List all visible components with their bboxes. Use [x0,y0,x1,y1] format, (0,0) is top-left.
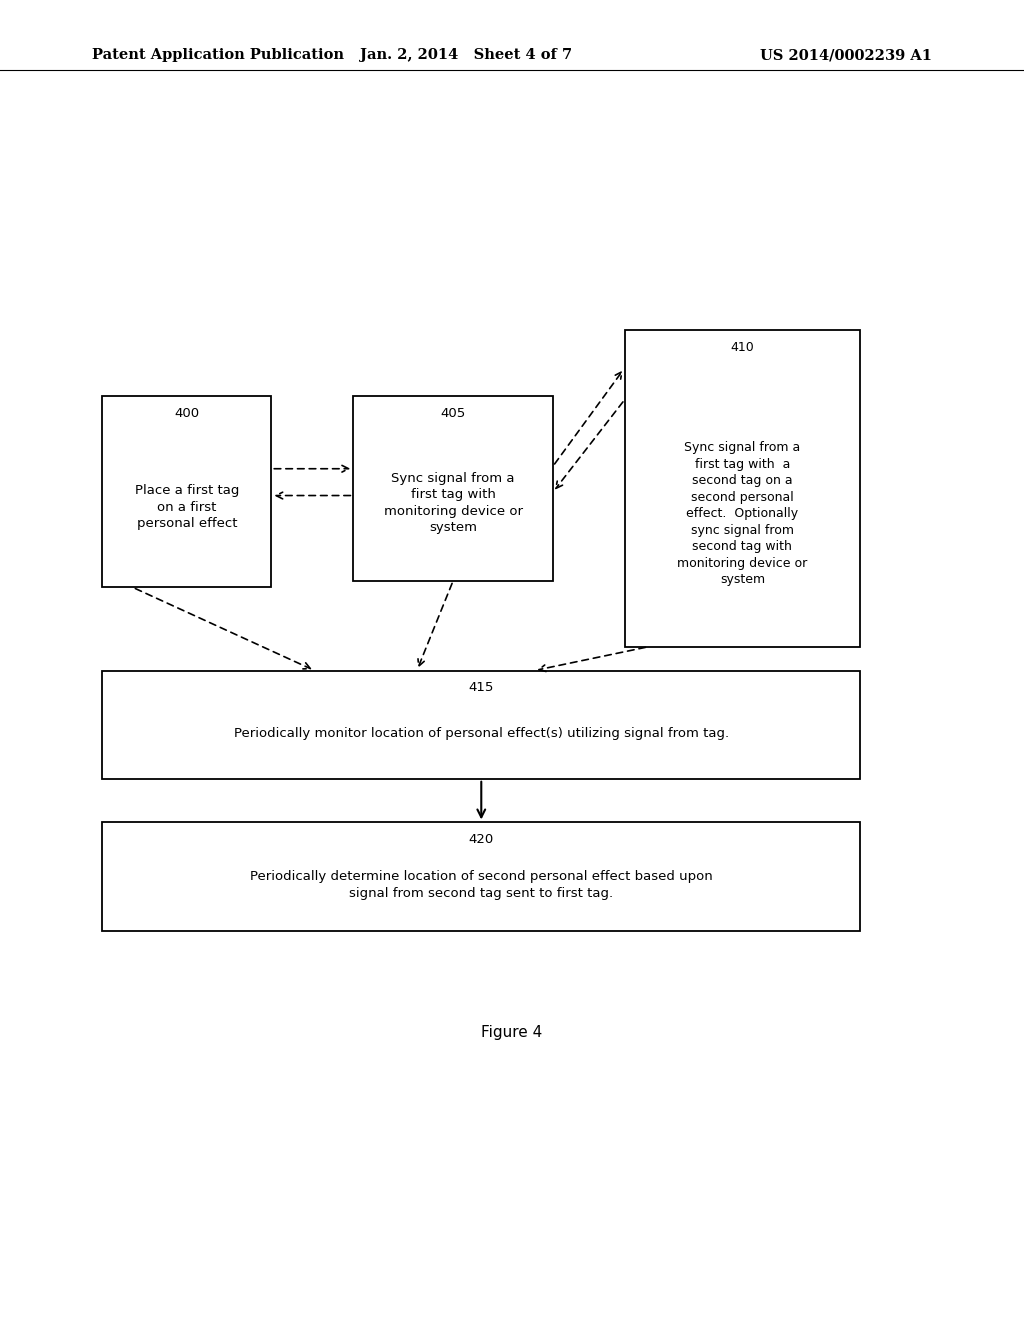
Text: US 2014/0002239 A1: US 2014/0002239 A1 [760,49,932,62]
Text: Place a first tag
on a first
personal effect: Place a first tag on a first personal ef… [135,484,239,531]
Text: Periodically monitor location of personal effect(s) utilizing signal from tag.: Periodically monitor location of persona… [233,727,729,739]
Text: 400: 400 [174,407,200,420]
FancyBboxPatch shape [102,671,860,779]
Text: 405: 405 [440,407,466,420]
FancyBboxPatch shape [102,396,271,587]
Text: Patent Application Publication: Patent Application Publication [92,49,344,62]
Text: Sync signal from a
first tag with
monitoring device or
system: Sync signal from a first tag with monito… [384,473,522,535]
Text: Figure 4: Figure 4 [481,1024,543,1040]
Text: Jan. 2, 2014   Sheet 4 of 7: Jan. 2, 2014 Sheet 4 of 7 [359,49,572,62]
Text: Periodically determine location of second personal effect based upon
signal from: Periodically determine location of secon… [250,870,713,900]
FancyBboxPatch shape [353,396,553,581]
Text: 420: 420 [469,833,494,846]
Text: 415: 415 [469,681,494,694]
Text: 410: 410 [730,341,755,354]
FancyBboxPatch shape [625,330,860,647]
Text: Sync signal from a
first tag with  a
second tag on a
second personal
effect.  Op: Sync signal from a first tag with a seco… [677,441,808,586]
FancyBboxPatch shape [102,822,860,931]
